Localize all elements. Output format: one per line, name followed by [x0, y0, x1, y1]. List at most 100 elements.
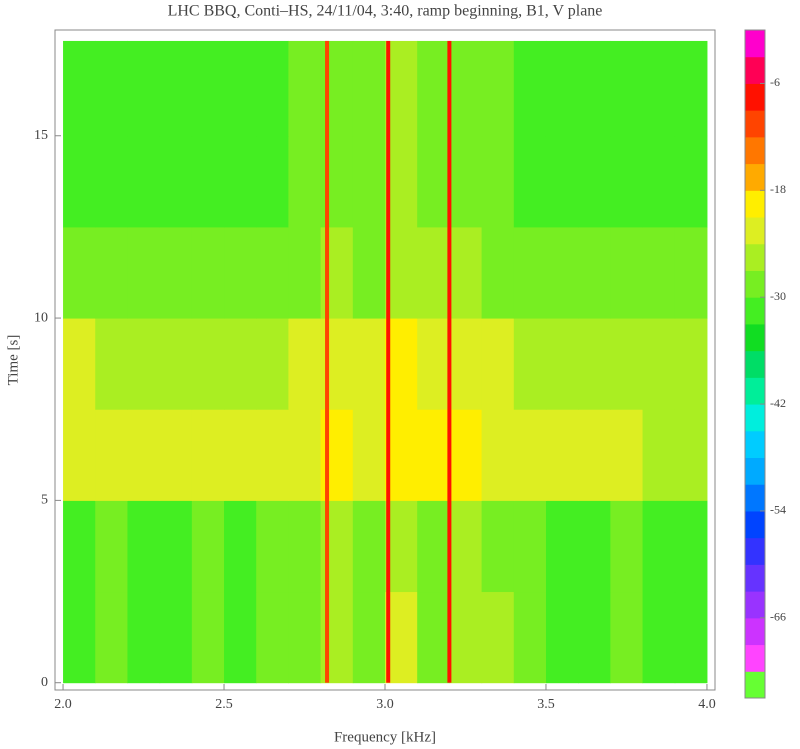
heatmap-cell — [127, 409, 161, 501]
heatmap-cell — [191, 500, 225, 593]
heatmap-cell — [385, 226, 418, 319]
heatmap-cell — [545, 226, 579, 319]
heatmap-cell — [288, 409, 322, 501]
heatmap-cell — [95, 40, 128, 137]
heatmap-cell — [95, 318, 128, 410]
heatmap-cell — [256, 135, 289, 228]
heatmap-cell — [159, 591, 193, 684]
heatmap-cell — [191, 409, 225, 501]
colorbar-band — [745, 323, 765, 352]
colorbar-band — [745, 537, 765, 565]
heatmap-cell — [417, 318, 450, 410]
heatmap-cell — [642, 500, 676, 593]
colorbar-band — [745, 510, 765, 539]
heatmap-cell — [610, 591, 644, 684]
colorbar-band — [745, 217, 765, 245]
colorbar-tick-label: -6 — [770, 75, 780, 89]
colorbar-frame — [744, 29, 766, 699]
x-axis-label: Frequency [kHz] — [334, 729, 436, 745]
heatmap-cell — [578, 40, 611, 137]
heatmap-cell — [578, 318, 611, 410]
colorbar-band — [745, 83, 765, 111]
heatmap-cell — [191, 318, 225, 410]
heatmap-cell — [95, 409, 128, 501]
heatmap-cell — [481, 135, 515, 228]
heatmap-cell — [417, 226, 450, 319]
heatmap-cell — [63, 409, 96, 501]
heatmap-cell — [385, 135, 418, 228]
heatmap-cell — [385, 318, 418, 410]
colorbar-band — [745, 350, 765, 378]
heatmap-cell — [352, 40, 386, 137]
heatmap-cell — [256, 226, 289, 319]
heatmap-cell — [159, 318, 193, 410]
heatmap-cell — [95, 591, 128, 684]
heatmap-cell — [224, 135, 257, 228]
heatmap-cell — [159, 135, 193, 228]
heatmap-cell — [159, 40, 193, 137]
heatmap-cell — [256, 40, 289, 137]
heatmap-cell — [159, 226, 193, 319]
heatmap-cell — [674, 226, 708, 319]
heatmap-cell — [288, 500, 322, 593]
colorbar-tick-label: -54 — [770, 503, 786, 517]
heatmap-cell — [610, 500, 644, 593]
heatmap-cell — [513, 409, 547, 501]
heatmap-cell — [159, 500, 193, 593]
colorbar-band — [745, 404, 765, 432]
colorbar-tick-label: -18 — [770, 182, 786, 196]
heatmap-cell — [191, 591, 225, 684]
colorbar-band — [745, 163, 765, 191]
heatmap-cell — [224, 591, 257, 684]
heatmap-cell — [95, 500, 128, 593]
heatmap-cell — [127, 226, 161, 319]
heatmap-cell — [481, 318, 515, 410]
heatmap-cell — [352, 591, 386, 684]
heatmap-cell — [449, 40, 483, 137]
heatmap-cell — [545, 591, 579, 684]
heatmap-cell — [224, 226, 257, 319]
heatmap-cell — [191, 135, 225, 228]
colorbar-band — [745, 110, 765, 138]
heatmap-cell — [352, 226, 386, 319]
chart-title: LHC BBQ, Conti–HS, 24/11/04, 3:40, ramp … — [168, 3, 603, 20]
colorbar-band — [745, 484, 765, 512]
heatmap-cell — [256, 409, 289, 501]
heatmap-cell — [224, 40, 257, 137]
x-tick-label: 3.5 — [537, 697, 555, 712]
colorbar-tick-label: -66 — [770, 610, 786, 624]
colorbar-band — [745, 671, 765, 699]
heatmap-cell — [417, 135, 450, 228]
heatmap-cell — [224, 318, 257, 410]
heatmap-cell — [578, 226, 611, 319]
heatmap-cell — [95, 226, 128, 319]
colorbar-band — [745, 377, 765, 405]
colorbar-band — [745, 591, 765, 619]
heatmap-cell — [288, 226, 322, 319]
heatmap-cell — [449, 318, 483, 410]
heatmap-cell — [417, 500, 450, 593]
heatmap-cell — [417, 409, 450, 501]
heatmap-cell — [642, 318, 676, 410]
y-tick-label: 15 — [34, 128, 48, 143]
heatmap-cell — [545, 40, 579, 137]
heatmap-cell — [481, 500, 515, 593]
heatmap-cell — [63, 500, 96, 593]
heatmap-cell — [610, 409, 644, 501]
heatmap-cell — [449, 591, 483, 684]
heatmap-cell — [63, 226, 96, 319]
heatmap-cell — [288, 135, 322, 228]
y-tick-label: 5 — [41, 493, 48, 508]
heatmap-cell — [545, 409, 579, 501]
colorbar-band — [745, 457, 765, 485]
heatmap-cell — [610, 318, 644, 410]
spectral-line — [447, 40, 452, 683]
heatmap-cell — [545, 318, 579, 410]
heatmap-cell — [417, 591, 450, 684]
heatmap-cell — [127, 591, 161, 684]
heatmap-cell — [127, 318, 161, 410]
colorbar-band — [745, 564, 765, 592]
heatmap-cell — [449, 226, 483, 319]
colorbar-band — [745, 617, 765, 646]
x-tick-label: 2.5 — [215, 697, 233, 712]
